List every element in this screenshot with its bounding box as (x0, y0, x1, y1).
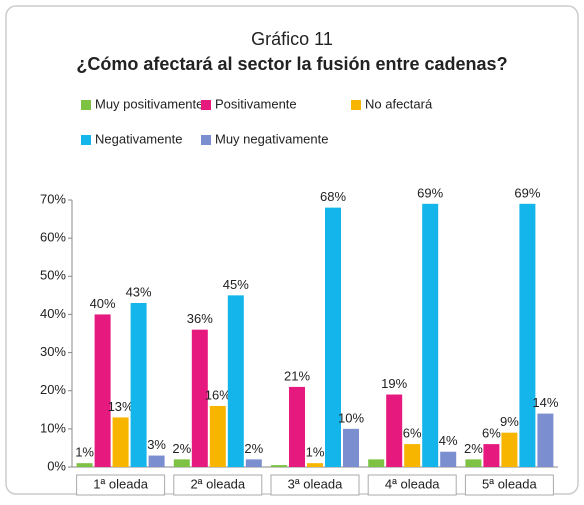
bar (307, 463, 323, 467)
data-label: 13% (108, 399, 134, 414)
x-label-box (270, 474, 360, 496)
data-label: 69% (514, 185, 540, 200)
data-label: 6% (403, 426, 422, 441)
bar (440, 451, 457, 467)
bar (148, 455, 165, 467)
bar (76, 463, 93, 467)
data-label: 3% (147, 437, 166, 452)
bar (289, 386, 305, 467)
bar (94, 314, 111, 467)
bar (130, 302, 147, 467)
x-tick-label: 3ª oleada (288, 476, 343, 491)
y-tick-label: 30% (40, 344, 66, 359)
x-tick-label: 5ª oleada (482, 476, 537, 491)
bar (325, 207, 341, 467)
data-label: 2% (172, 441, 191, 456)
x-label-box (173, 474, 263, 496)
bar (271, 465, 287, 467)
bar (465, 459, 482, 467)
legend-swatch (81, 135, 91, 145)
bar (191, 329, 208, 467)
bar (209, 405, 226, 467)
data-label: 45% (223, 277, 249, 292)
bar (368, 459, 385, 467)
bar (483, 444, 500, 467)
x-tick-label: 4ª oleada (385, 476, 440, 491)
y-tick-label: 60% (40, 230, 66, 245)
bar (537, 413, 554, 467)
data-label: 14% (532, 395, 558, 410)
bar (245, 459, 262, 467)
data-label: 40% (90, 296, 116, 311)
data-label: 9% (500, 414, 519, 429)
legend-label: Negativamente (95, 131, 182, 146)
legend-swatch (351, 100, 361, 110)
data-label: 16% (205, 387, 231, 402)
x-label-box (464, 474, 554, 496)
chart-title: Gráfico 11 (251, 29, 333, 49)
data-label: 36% (187, 311, 213, 326)
legend-swatch (81, 100, 91, 110)
data-label: 2% (244, 441, 263, 456)
y-tick-label: 70% (40, 191, 66, 206)
bar (404, 444, 421, 467)
bar (112, 417, 129, 467)
legend-label: Muy negativamente (215, 131, 328, 146)
x-label-box (367, 474, 457, 496)
chart-subtitle: ¿Cómo afectará al sector la fusión entre… (76, 54, 507, 74)
x-label-box (76, 474, 166, 496)
data-label: 6% (482, 426, 501, 441)
y-tick-label: 0% (47, 458, 66, 473)
bar (227, 295, 244, 467)
legend-label: Positivamente (215, 96, 297, 111)
x-tick-label: 1ª oleada (93, 476, 148, 491)
bar (343, 428, 359, 467)
bar (501, 432, 518, 467)
legend-label: No afectará (365, 96, 433, 111)
data-label: 21% (284, 368, 310, 383)
data-label: 10% (338, 410, 364, 425)
data-label: 19% (381, 376, 407, 391)
data-label: 2% (464, 441, 483, 456)
bar (422, 203, 439, 468)
y-tick-label: 20% (40, 382, 66, 397)
legend-swatch (201, 100, 211, 110)
bar (519, 203, 536, 468)
data-label: 43% (126, 284, 152, 299)
data-label: 1% (306, 445, 325, 460)
data-label: 1% (75, 445, 94, 460)
bar (386, 394, 403, 467)
x-tick-label: 2ª oleada (190, 476, 245, 491)
data-label: 68% (320, 189, 346, 204)
legend-swatch (201, 135, 211, 145)
data-label: 69% (417, 185, 443, 200)
y-tick-label: 50% (40, 268, 66, 283)
y-tick-label: 10% (40, 420, 66, 435)
bar (173, 459, 190, 467)
y-tick-label: 40% (40, 306, 66, 321)
data-label: 4% (439, 433, 458, 448)
legend-label: Muy positivamente (95, 96, 203, 111)
